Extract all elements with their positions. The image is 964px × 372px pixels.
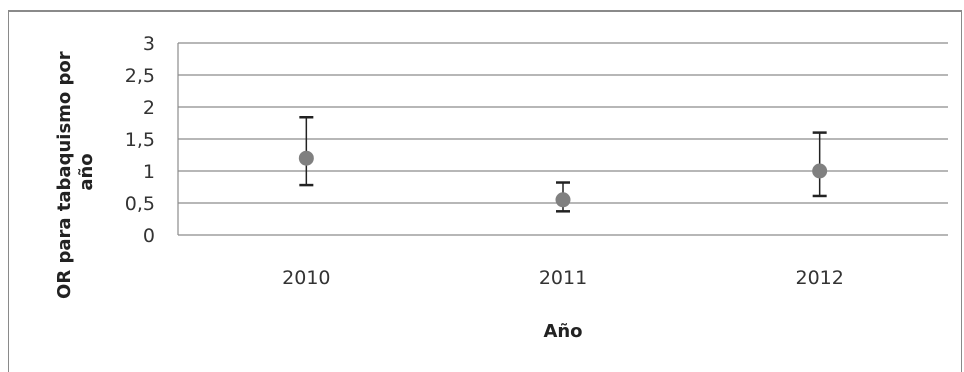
y-tick-label: 2,5	[125, 65, 155, 87]
x-tick-label: 2012	[795, 267, 843, 289]
data-point	[555, 192, 571, 208]
x-tick-labels: 2010 2011 2012	[282, 267, 844, 289]
y-axis-title: OR para tabaquismo por año	[54, 45, 97, 299]
y-axis-title-line-1: OR para tabaquismo por	[54, 51, 75, 299]
x-tick-label: 2010	[282, 267, 330, 289]
y-tick-label: 1,5	[125, 129, 155, 151]
data-points	[298, 150, 828, 208]
y-tick-label: 3	[143, 33, 155, 55]
data-point	[812, 163, 828, 179]
y-tick-label: 2	[143, 97, 155, 119]
y-tick-label: 0	[143, 225, 155, 247]
x-axis-title: Año	[543, 321, 582, 342]
y-tick-label: 1	[143, 161, 155, 183]
y-tick-labels: 0 0,5 1 1,5 2 2,5 3	[125, 33, 155, 247]
chart-frame	[8, 10, 962, 372]
data-point	[298, 150, 314, 166]
y-tick-label: 0,5	[125, 193, 155, 215]
y-axis-title-line-2: año	[76, 153, 97, 190]
x-tick-label: 2011	[539, 267, 587, 289]
